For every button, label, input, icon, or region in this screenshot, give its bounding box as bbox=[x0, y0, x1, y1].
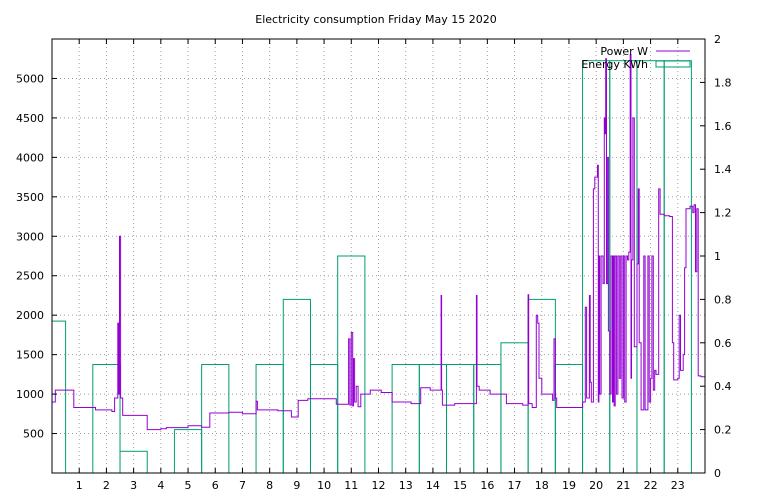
x-tick-label: 6 bbox=[212, 479, 219, 492]
x-tick-label: 21 bbox=[616, 479, 630, 492]
y-left-tick-label: 1500 bbox=[16, 349, 44, 362]
x-tick-label: 8 bbox=[266, 479, 273, 492]
y-left-tick-label: 4500 bbox=[16, 112, 44, 125]
x-tick-label: 7 bbox=[239, 479, 246, 492]
x-tick-label: 1 bbox=[76, 479, 83, 492]
axis-ticks: 1 2 3 4 5 6 7 8 9 10 11 12 13 14 15 16 17 18 19 20 21 22 23500… bbox=[16, 33, 732, 492]
legend-label-energy: Energy KWh bbox=[581, 58, 648, 71]
x-tick-label: 11 bbox=[344, 479, 358, 492]
y-left-tick-label: 4000 bbox=[16, 151, 44, 164]
y-right-tick-label: 0 bbox=[714, 467, 721, 480]
y-right-tick-label: 1.8 bbox=[714, 76, 732, 89]
y-left-tick-label: 5000 bbox=[16, 72, 44, 85]
y-left-tick-label: 3500 bbox=[16, 191, 44, 204]
x-tick-label: 20 bbox=[589, 479, 603, 492]
x-tick-label: 3 bbox=[130, 479, 137, 492]
x-tick-label: 18 bbox=[535, 479, 549, 492]
power-series bbox=[52, 54, 706, 431]
x-tick-label: 16 bbox=[480, 479, 494, 492]
y-right-tick-label: 1.6 bbox=[714, 120, 732, 133]
y-right-tick-label: 0.8 bbox=[714, 293, 732, 306]
x-tick-label: 17 bbox=[508, 479, 522, 492]
y-left-tick-label: 2500 bbox=[16, 270, 44, 283]
y-left-tick-label: 3000 bbox=[16, 230, 44, 243]
power-line bbox=[52, 54, 706, 431]
y-left-tick-label: 1000 bbox=[16, 388, 44, 401]
x-tick-label: 19 bbox=[562, 479, 576, 492]
x-tick-label: 13 bbox=[399, 479, 413, 492]
x-tick-label: 22 bbox=[644, 479, 658, 492]
x-tick-label: 10 bbox=[317, 479, 331, 492]
y-right-tick-label: 2 bbox=[714, 33, 721, 46]
y-left-tick-label: 2000 bbox=[16, 309, 44, 322]
legend-swatch-energy bbox=[655, 60, 691, 68]
x-tick-label: 4 bbox=[157, 479, 164, 492]
y-right-tick-label: 1.2 bbox=[714, 207, 732, 220]
legend-label-power: Power W bbox=[600, 45, 648, 58]
y-right-tick-label: 1 bbox=[714, 250, 721, 263]
x-tick-label: 2 bbox=[103, 479, 110, 492]
legend: Power W Energy KWh bbox=[581, 45, 691, 71]
y-right-tick-label: 0.2 bbox=[714, 424, 732, 437]
chart-title: Electricity consumption Friday May 15 20… bbox=[255, 13, 496, 26]
x-tick-label: 15 bbox=[453, 479, 467, 492]
y-left-tick-label: 500 bbox=[23, 428, 44, 441]
x-tick-label: 23 bbox=[671, 479, 685, 492]
y-right-tick-label: 0.6 bbox=[714, 337, 732, 350]
y-right-tick-label: 0.4 bbox=[714, 380, 732, 393]
x-tick-label: 9 bbox=[293, 479, 300, 492]
x-tick-label: 12 bbox=[372, 479, 386, 492]
x-tick-label: 14 bbox=[426, 479, 440, 492]
y-right-tick-label: 1.4 bbox=[714, 163, 732, 176]
x-tick-label: 5 bbox=[185, 479, 192, 492]
